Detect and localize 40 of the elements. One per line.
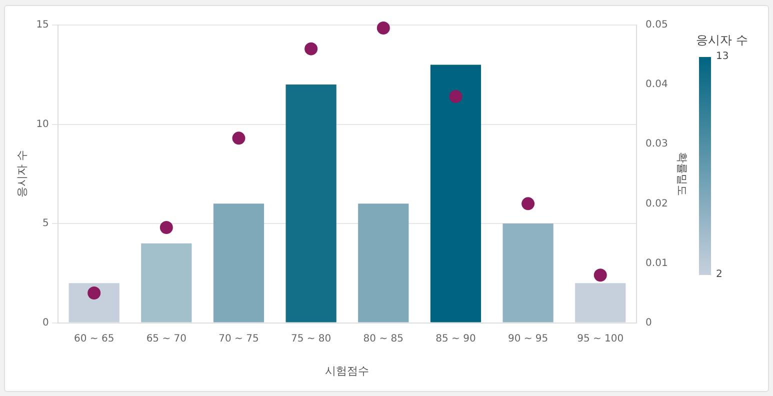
bar bbox=[213, 204, 264, 322]
x-tick-label: 80 ~ 85 bbox=[363, 333, 404, 344]
bar bbox=[141, 243, 192, 322]
point bbox=[594, 268, 607, 282]
y-tick-label: 5 bbox=[42, 218, 49, 230]
bar bbox=[358, 204, 409, 322]
x-axis-title: 시험점수 bbox=[325, 364, 370, 378]
y2-tick-label: 0.03 bbox=[646, 138, 668, 150]
y2-tick-label: 0.05 bbox=[646, 20, 668, 31]
color-bar-title: 응시자 수 bbox=[696, 32, 748, 49]
y-tick-label: 0 bbox=[42, 317, 49, 328]
y2-tick-label: 0.01 bbox=[646, 258, 668, 269]
y-axis-title: 응시자 수 bbox=[15, 150, 28, 198]
bar bbox=[68, 283, 120, 322]
y2-axis-title: 확률밀도 bbox=[676, 152, 689, 196]
point bbox=[88, 286, 101, 300]
x-tick-label: 60 ~ 65 bbox=[74, 333, 114, 344]
x-tick-label: 65 ~ 70 bbox=[146, 333, 187, 344]
bar bbox=[575, 283, 626, 322]
point bbox=[160, 221, 173, 234]
color-bar-label: 13 bbox=[716, 50, 729, 64]
x-tick-label: 95 ~ 100 bbox=[577, 333, 624, 344]
point bbox=[376, 21, 390, 34]
x-tick-label: 85 ~ 90 bbox=[436, 333, 476, 344]
point bbox=[522, 197, 535, 210]
bar bbox=[502, 224, 554, 322]
y2-tick-label: 0.02 bbox=[646, 198, 668, 210]
y-tick-label: 10 bbox=[36, 118, 49, 130]
color-bar-label: 2 bbox=[716, 268, 722, 282]
x-tick-label: 90 ~ 95 bbox=[508, 333, 548, 344]
x-tick-label: 75 ~ 80 bbox=[290, 333, 332, 344]
point bbox=[232, 132, 246, 145]
bar bbox=[286, 84, 336, 322]
y2-tick-label: 0.04 bbox=[646, 79, 668, 90]
y2-tick-label: 0 bbox=[646, 317, 652, 328]
y-tick-label: 15 bbox=[36, 20, 49, 31]
bar bbox=[430, 64, 482, 322]
x-tick-label: 70 ~ 75 bbox=[218, 333, 259, 344]
point bbox=[304, 42, 318, 56]
point bbox=[449, 90, 462, 103]
